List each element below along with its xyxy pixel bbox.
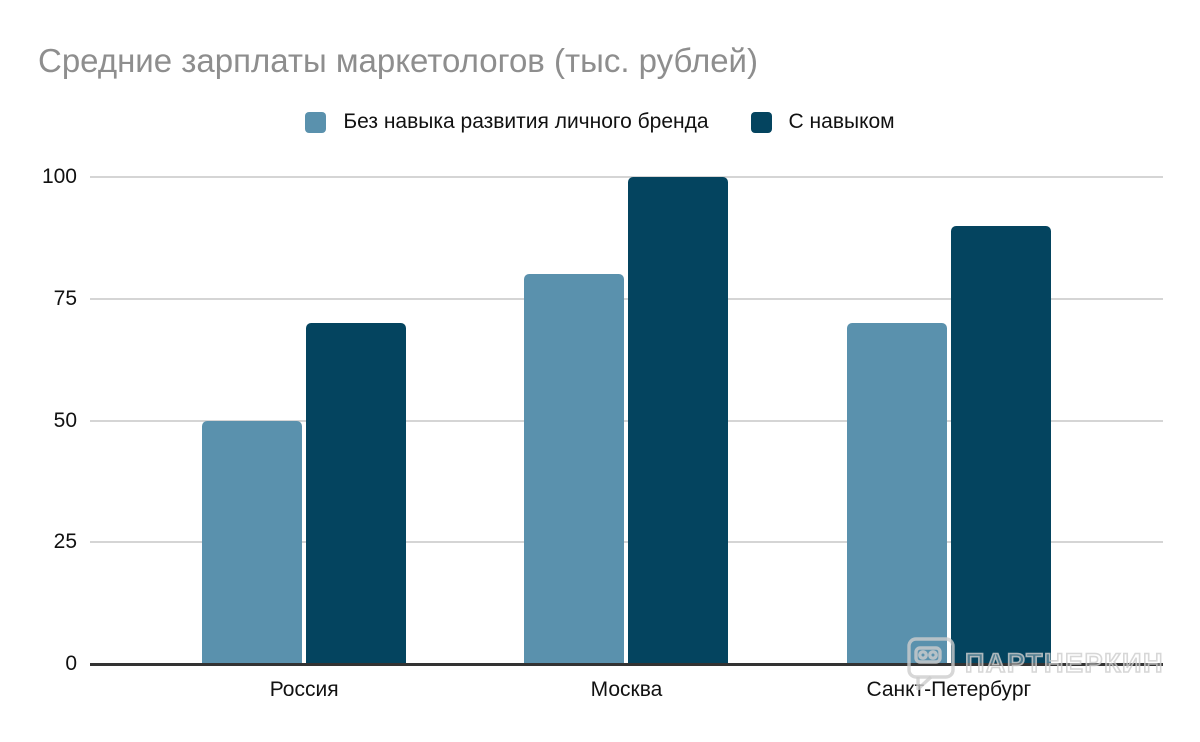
legend-swatch-icon <box>305 111 327 133</box>
bar-category2-series2 <box>628 177 729 664</box>
gridline-75 <box>90 297 1163 300</box>
bar-group-2: Москва <box>524 177 729 701</box>
x-tick-label: Москва <box>590 678 663 701</box>
y-tick-label: 0 <box>65 652 77 675</box>
gridline-25 <box>90 541 1163 544</box>
x-axis-line <box>90 662 1163 666</box>
bar-group-3: Санкт-Петербург <box>846 225 1051 701</box>
gridline-100 <box>90 176 1163 178</box>
legend: Без навыка развития личного бренда С навы… <box>0 110 1200 134</box>
bar-category1-series2 <box>306 323 407 664</box>
bar-row: Россия Москва Санкт-Петербург <box>90 177 1163 701</box>
y-tick-label: 25 <box>53 530 77 554</box>
bar-category1-series1 <box>202 420 303 664</box>
y-tick-label: 75 <box>53 286 77 310</box>
y-tick-label: 50 <box>53 408 77 432</box>
legend-item-1: Без навыка развития личного бренда <box>305 110 709 134</box>
gridline-50 <box>90 419 1163 422</box>
legend-item-2: С навыком <box>750 110 895 134</box>
chart-title: Средние зарплаты маркетологов (тыс. рубл… <box>38 42 758 79</box>
bar-category2-series1 <box>524 274 625 664</box>
legend-label: Без навыка развития личного бренда <box>343 110 709 133</box>
bar-category3-series1 <box>846 323 947 664</box>
x-tick-label: Санкт-Петербург <box>866 678 1032 701</box>
legend-label: С навыком <box>788 110 895 133</box>
y-tick-label: 100 <box>41 165 77 188</box>
bar-category3-series2 <box>950 225 1051 664</box>
x-tick-label: Россия <box>269 678 339 701</box>
bar-group-1: Россия <box>202 323 407 701</box>
legend-swatch-icon <box>750 111 772 133</box>
plot-area: 0 25 50 75 100 Россия Москва Санкт-Петербург <box>42 165 1163 701</box>
